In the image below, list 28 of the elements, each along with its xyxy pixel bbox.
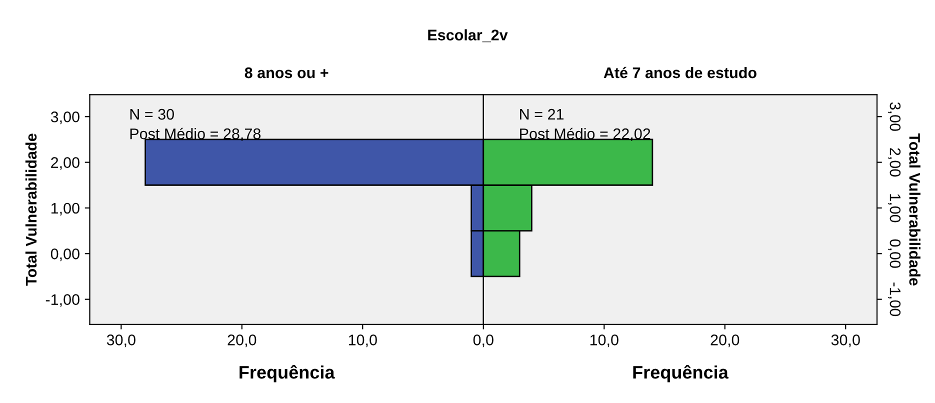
y-tick-label: 2,00 xyxy=(51,157,80,170)
y-tick-label: -1,00 xyxy=(888,282,901,316)
y-tick-label: 3,00 xyxy=(50,111,80,124)
x-tick-label: 10,0 xyxy=(590,334,618,348)
y-axis-title: Total Vulnerabilidade xyxy=(909,133,920,286)
chart-subtitle: Até 7 anos de estudo xyxy=(604,66,756,78)
y-tick-label: 2,00 xyxy=(888,148,901,177)
x-tick-label: 20,0 xyxy=(710,334,740,348)
x-tick-label: 20,0 xyxy=(228,334,256,348)
x-tick-label: 0,0 xyxy=(473,334,494,348)
y-tick-label: -1,00 xyxy=(46,294,80,307)
x-tick-label: 10,0 xyxy=(348,334,377,348)
annotation: N = 30 xyxy=(130,108,174,120)
x-tick-label: 30,0 xyxy=(106,334,136,348)
y-tick-label: 1,00 xyxy=(888,194,901,222)
y-tick-label: 1,00 xyxy=(51,202,80,216)
annotation: N = 21 xyxy=(520,108,564,120)
y-tick-label: 3,00 xyxy=(888,102,901,131)
x-axis-title: Frequência xyxy=(633,365,728,382)
annotation: Post Médio = 28,78 xyxy=(130,128,261,142)
x-tick-label: 30,0 xyxy=(831,334,860,348)
chart-subtitle: 8 anos ou + xyxy=(244,67,328,78)
chart-title: Escolar_2v xyxy=(428,29,508,42)
annotation: Post Médio = 22,02 xyxy=(520,128,650,142)
y-tick-label: 0,00 xyxy=(888,239,901,268)
y-tick-label: 0,00 xyxy=(50,248,80,262)
x-axis-title: Frequência xyxy=(240,365,335,382)
y-axis-title: Total Vulnerabilidade xyxy=(25,134,37,286)
